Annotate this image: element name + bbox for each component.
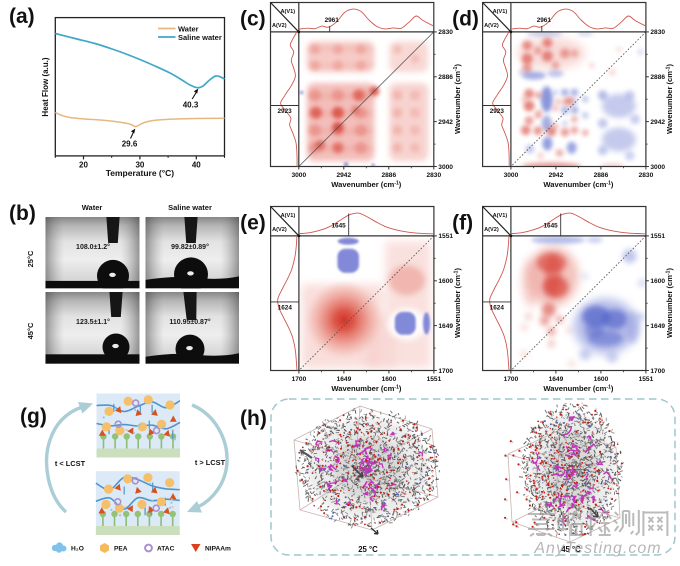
svg-text:(h): (h) (240, 407, 267, 430)
svg-text:2886: 2886 (594, 172, 609, 179)
svg-text:2886: 2886 (650, 74, 665, 81)
svg-text:A(V2): A(V2) (272, 227, 287, 233)
svg-text:40: 40 (192, 160, 201, 169)
svg-text:≈: ≈ (102, 428, 105, 434)
svg-text:AnyTesting.com: AnyTesting.com (533, 540, 661, 557)
svg-text:1624: 1624 (490, 304, 505, 311)
svg-text:123.5±1.1°: 123.5±1.1° (76, 318, 110, 326)
svg-text:45°C: 45°C (26, 322, 35, 339)
svg-text:A(V1): A(V1) (281, 213, 296, 219)
svg-text:1645: 1645 (543, 223, 558, 230)
svg-text:30: 30 (135, 160, 144, 169)
svg-text:t < LCST: t < LCST (55, 459, 86, 468)
svg-text:3000: 3000 (650, 164, 665, 171)
svg-text:1649: 1649 (337, 376, 352, 383)
svg-text:2942: 2942 (438, 119, 453, 126)
svg-text:Wavenumber (cm-1): Wavenumber (cm-1) (453, 268, 462, 338)
svg-text:≈: ≈ (125, 428, 128, 434)
svg-text:A(V2): A(V2) (272, 23, 287, 29)
svg-text:Wavenumber (cm-1): Wavenumber (cm-1) (331, 180, 401, 189)
svg-text:29.6: 29.6 (122, 140, 138, 149)
svg-text:2830: 2830 (639, 172, 654, 179)
svg-text:Water: Water (178, 25, 199, 34)
svg-text:1600: 1600 (594, 376, 609, 383)
svg-text:A(V1): A(V1) (281, 9, 296, 15)
svg-text:Wavenumber (cm-1): Wavenumber (cm-1) (665, 64, 674, 134)
svg-text:Wavenumber (cm-1): Wavenumber (cm-1) (543, 180, 613, 189)
svg-text:108.0±1.2°: 108.0±1.2° (76, 243, 110, 251)
svg-text:Saline water: Saline water (168, 203, 212, 212)
svg-text:(c): (c) (240, 8, 266, 31)
svg-text:(e): (e) (240, 212, 266, 235)
svg-text:2942: 2942 (549, 172, 564, 179)
svg-text:25 °C: 25 °C (358, 545, 378, 554)
svg-text:(g): (g) (20, 405, 47, 428)
svg-text:2886: 2886 (438, 74, 453, 81)
svg-text:3000: 3000 (438, 164, 453, 171)
svg-text:1551: 1551 (427, 376, 442, 383)
svg-text:2942: 2942 (650, 119, 665, 126)
svg-text:PEA: PEA (114, 546, 128, 553)
svg-text:A(V1): A(V1) (493, 213, 508, 219)
svg-text:Temperature (°C): Temperature (°C) (106, 168, 175, 178)
svg-text:≈: ≈ (102, 505, 105, 511)
svg-text:A(V2): A(V2) (484, 227, 499, 233)
svg-text:110.95±0.87°: 110.95±0.87° (169, 318, 210, 326)
svg-text:A(V2): A(V2) (484, 23, 499, 29)
svg-text:1649: 1649 (549, 376, 564, 383)
svg-text:45 °C: 45 °C (561, 545, 581, 554)
svg-text:Water: Water (82, 203, 103, 212)
svg-text:t > LCST: t > LCST (195, 458, 226, 467)
svg-text:2923: 2923 (277, 108, 292, 115)
svg-text:(f): (f) (452, 212, 473, 235)
svg-text:Wavenumber (cm-1): Wavenumber (cm-1) (331, 384, 401, 393)
svg-text:1600: 1600 (382, 376, 397, 383)
svg-text:2961: 2961 (325, 17, 340, 24)
svg-text:1624: 1624 (278, 304, 293, 311)
svg-text:2830: 2830 (438, 29, 453, 36)
svg-text:1700: 1700 (650, 368, 665, 375)
svg-text:1649: 1649 (650, 323, 665, 330)
svg-text:1600: 1600 (438, 278, 453, 285)
svg-text:(d): (d) (452, 8, 479, 31)
svg-text:Heat Flow (a.u.): Heat Flow (a.u.) (41, 57, 50, 116)
svg-text:(a): (a) (9, 5, 35, 28)
svg-text:Wavenumber (cm-1): Wavenumber (cm-1) (453, 64, 462, 134)
svg-text:2886: 2886 (381, 172, 396, 179)
svg-text:2923: 2923 (490, 108, 505, 115)
svg-text:20: 20 (79, 160, 88, 169)
svg-text:25°C: 25°C (26, 250, 35, 267)
svg-text:1551: 1551 (639, 376, 654, 383)
svg-text:2830: 2830 (426, 172, 441, 179)
svg-text:1551: 1551 (438, 233, 453, 240)
svg-text:Wavenumber (cm-1): Wavenumber (cm-1) (665, 268, 674, 338)
svg-text:2830: 2830 (650, 29, 665, 36)
svg-text:2961: 2961 (537, 17, 552, 24)
svg-text:2942: 2942 (336, 172, 351, 179)
svg-text:Saline water: Saline water (178, 33, 222, 42)
svg-text:1551: 1551 (650, 233, 665, 240)
svg-text:1645: 1645 (331, 223, 346, 230)
svg-text:1700: 1700 (504, 376, 519, 383)
svg-text:(b): (b) (9, 202, 36, 225)
svg-text:H₂O: H₂O (71, 546, 84, 553)
svg-text:ATAC: ATAC (157, 546, 175, 553)
svg-text:1700: 1700 (438, 368, 453, 375)
svg-text:1700: 1700 (292, 376, 307, 383)
svg-text:A(V1): A(V1) (493, 9, 508, 15)
svg-text:Wavenumber (cm-1): Wavenumber (cm-1) (543, 384, 613, 393)
svg-text:3000: 3000 (291, 172, 306, 179)
svg-text:99.82±0.89°: 99.82±0.89° (171, 243, 209, 251)
svg-text:1600: 1600 (650, 278, 665, 285)
svg-text:40.3: 40.3 (183, 101, 199, 110)
svg-text:1649: 1649 (438, 323, 453, 330)
svg-text:3000: 3000 (504, 172, 519, 179)
svg-text:≈: ≈ (171, 505, 174, 511)
svg-text:NIPAAm: NIPAAm (205, 546, 231, 553)
